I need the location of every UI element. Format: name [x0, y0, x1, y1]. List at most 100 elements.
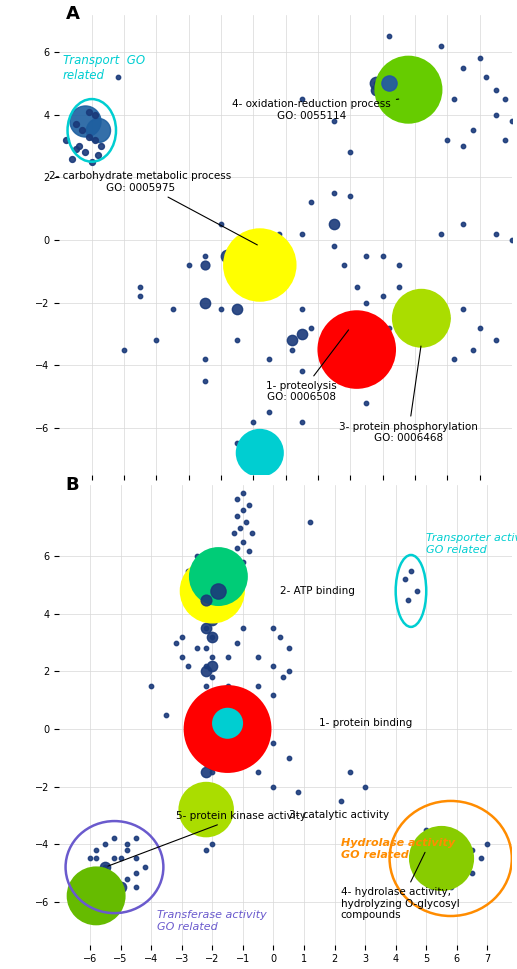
Point — [269, 779, 278, 795]
Point — [177, 649, 186, 665]
Point — [202, 592, 210, 608]
Point — [428, 842, 436, 858]
Point — [385, 76, 393, 91]
Text: 4- hydrolase activity,
hydrolyzing O-glycosyl
compounds: 4- hydrolase activity, hydrolyzing O-gly… — [341, 853, 460, 921]
Point — [482, 70, 490, 85]
Point — [201, 351, 209, 366]
Point — [223, 707, 232, 723]
Point — [233, 509, 241, 524]
Point — [62, 132, 70, 147]
Point — [214, 693, 222, 708]
Point — [492, 332, 500, 348]
Text: 2- carbohydrate metabolic process
GO: 0005975: 2- carbohydrate metabolic process GO: 00… — [49, 172, 257, 245]
Point — [468, 865, 476, 881]
Point — [230, 525, 238, 541]
Point — [243, 233, 251, 248]
Point — [81, 144, 89, 160]
Point — [208, 629, 217, 644]
Point — [275, 279, 283, 295]
Text: 1- proteolysis
GO: 0006508: 1- proteolysis GO: 0006508 — [266, 329, 348, 402]
Point — [136, 289, 144, 304]
Point — [294, 785, 302, 800]
Point — [202, 620, 210, 636]
Point — [123, 871, 131, 887]
Point — [202, 842, 210, 858]
Point — [361, 779, 369, 795]
Point — [239, 485, 247, 501]
Point — [501, 132, 509, 147]
Point — [214, 583, 222, 599]
Point — [254, 744, 262, 760]
Text: 2- ATP binding: 2- ATP binding — [280, 586, 355, 596]
Point — [469, 342, 477, 358]
Point — [147, 678, 155, 694]
Point — [223, 715, 232, 731]
Point — [492, 82, 500, 98]
Point — [288, 332, 296, 348]
Point — [74, 139, 83, 154]
Point — [84, 129, 93, 144]
Point — [362, 295, 371, 310]
Text: 1- protein binding: 1- protein binding — [320, 718, 413, 729]
Point — [202, 658, 210, 673]
Point — [269, 735, 278, 751]
Point — [202, 601, 210, 616]
Point — [71, 141, 80, 157]
Point — [508, 233, 516, 248]
Point — [255, 445, 264, 460]
Point — [202, 715, 210, 731]
Point — [469, 123, 477, 139]
Point — [508, 113, 516, 129]
Point — [265, 404, 273, 420]
Point — [92, 851, 100, 866]
Point — [401, 572, 409, 587]
Point — [193, 641, 201, 656]
Point — [233, 332, 241, 348]
Point — [208, 765, 217, 780]
Point — [116, 889, 125, 904]
Point — [298, 327, 306, 342]
Text: Transporter activity
GO related: Transporter activity GO related — [426, 533, 517, 555]
Point — [330, 113, 338, 129]
Text: 3- catalytic activity: 3- catalytic activity — [288, 810, 389, 821]
Point — [459, 860, 467, 875]
Point — [202, 678, 210, 694]
Point — [223, 649, 232, 665]
Point — [217, 301, 225, 317]
Point — [275, 238, 283, 254]
Point — [97, 139, 105, 154]
Point — [378, 248, 387, 264]
Point — [385, 60, 393, 76]
Point — [407, 563, 415, 578]
Point — [202, 779, 210, 795]
Point — [477, 851, 485, 866]
Point — [202, 756, 210, 771]
Point — [269, 620, 278, 636]
Point — [372, 76, 380, 91]
Point — [110, 830, 118, 846]
Point — [483, 836, 492, 852]
Point — [71, 116, 80, 132]
Point — [223, 548, 232, 564]
Point — [202, 735, 210, 751]
Point — [233, 491, 241, 507]
Point — [459, 301, 467, 317]
Point — [94, 147, 102, 163]
Point — [123, 836, 131, 852]
Point — [501, 91, 509, 107]
Point — [239, 620, 247, 636]
Point — [410, 304, 419, 320]
Point — [346, 765, 354, 780]
Point — [362, 395, 371, 411]
Point — [185, 258, 193, 273]
Point — [248, 525, 256, 541]
Point — [236, 520, 244, 536]
Point — [459, 139, 467, 154]
Point — [208, 744, 217, 760]
Point — [492, 226, 500, 241]
Point — [404, 82, 413, 98]
Point — [453, 830, 461, 846]
Point — [233, 540, 241, 555]
Point — [265, 235, 273, 251]
Text: 3- protein phosphorylation
GO: 0006468: 3- protein phosphorylation GO: 0006468 — [339, 346, 478, 443]
